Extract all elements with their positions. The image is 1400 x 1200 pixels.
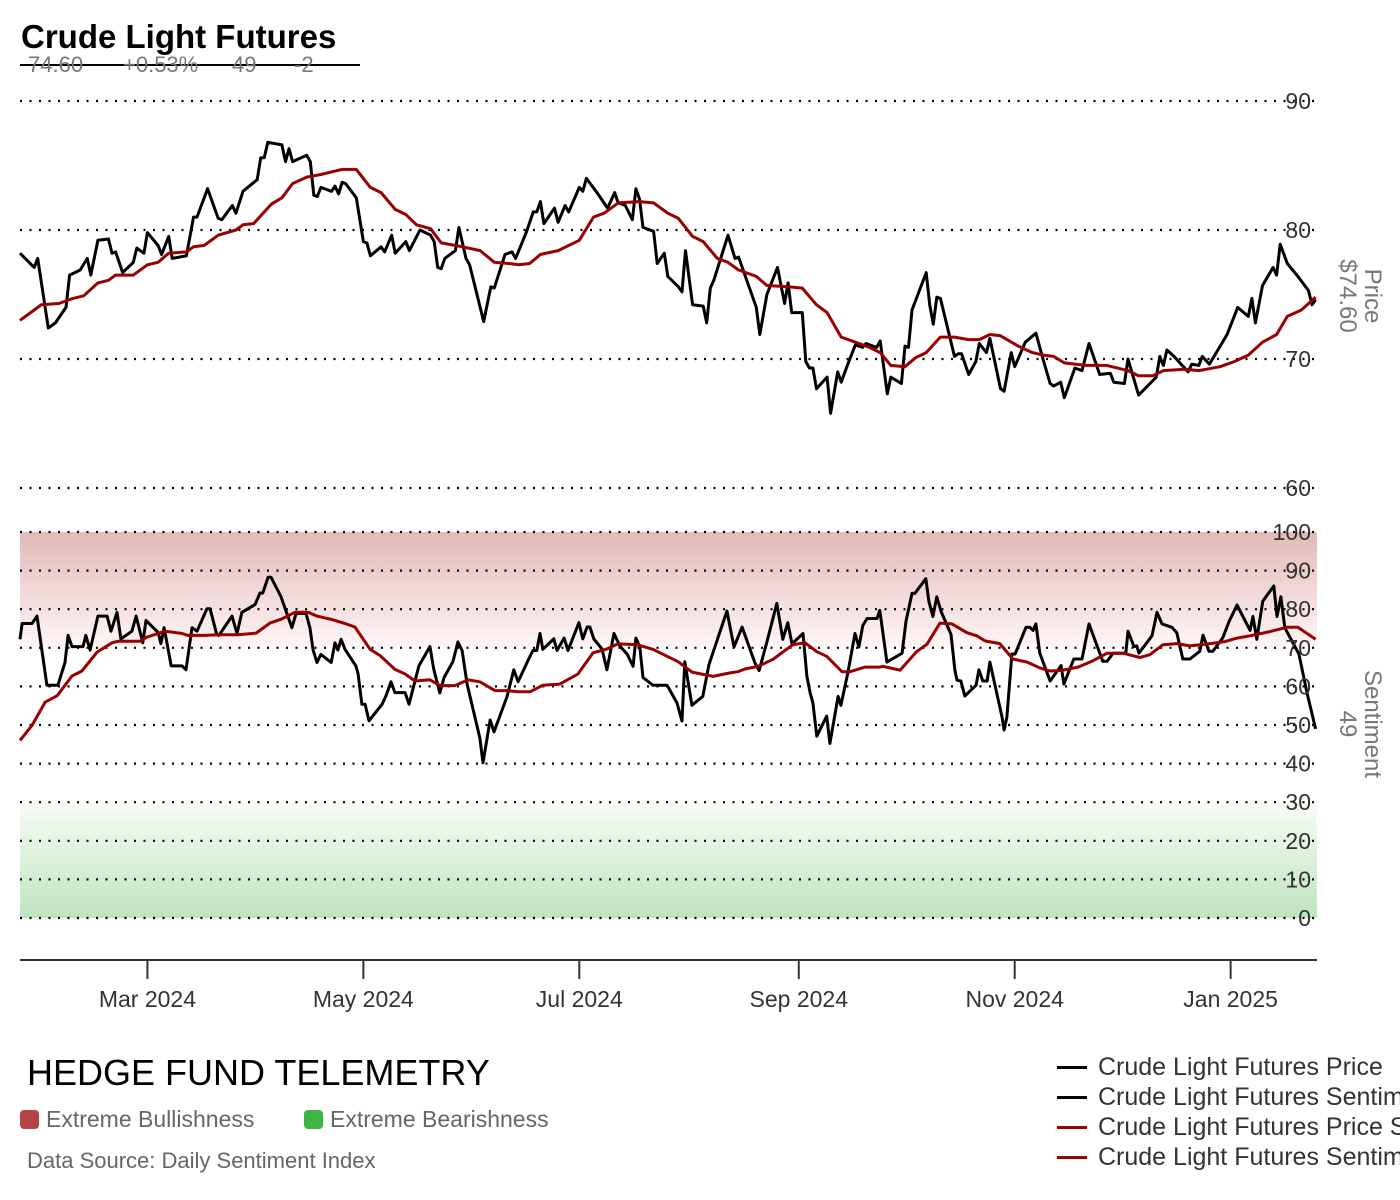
x-tick-label: Jul 2024	[536, 986, 623, 1012]
x-tick-label: Sep 2024	[750, 986, 849, 1012]
y-tick-label: 80	[1285, 596, 1311, 622]
y-tick-label: 60	[1285, 673, 1311, 699]
y-tick-label: 60	[1285, 475, 1311, 501]
y-tick-label: 80	[1285, 217, 1311, 243]
price-side-label-title: Price	[1359, 269, 1386, 324]
sentiment-sma-line	[18, 610, 1317, 742]
sentiment-line	[18, 575, 1318, 765]
chart-title: Crude Light Futures	[21, 18, 337, 55]
bull-swatch	[20, 1110, 39, 1129]
legend-label: Crude Light Futures Sentim	[1098, 1083, 1400, 1111]
title-underline	[20, 64, 360, 66]
price-side-label-value: $74.60	[1334, 259, 1361, 332]
y-tick-label: 30	[1285, 789, 1311, 815]
sentiment-value: 49	[232, 52, 257, 77]
price-line	[18, 140, 1317, 415]
legend-label: Crude Light Futures Price S	[1098, 1113, 1400, 1141]
legend-item-sentiment[interactable]: Crude Light Futures Sentim	[1057, 1083, 1400, 1112]
y-tick-label: 10	[1285, 866, 1311, 892]
bull-zone-key: Extreme Bullishness	[20, 1106, 254, 1133]
legend-item-price[interactable]: Crude Light Futures Price	[1057, 1053, 1383, 1082]
legend-line-icon	[1057, 1096, 1087, 1099]
sentiment-change: -2	[294, 52, 314, 77]
y-tick-label: 90	[1285, 558, 1311, 584]
y-tick-label: 70	[1285, 346, 1311, 372]
last-price: 74.60	[28, 52, 84, 77]
bear-swatch	[304, 1110, 323, 1129]
legend-line-icon	[1057, 1126, 1087, 1129]
legend-item-price-sma[interactable]: Crude Light Futures Price S	[1057, 1113, 1400, 1142]
y-tick-label: 40	[1285, 751, 1311, 777]
bear-zone-key: Extreme Bearishness	[304, 1106, 549, 1133]
legend-line-icon	[1057, 1066, 1087, 1069]
y-tick-label: 70	[1285, 635, 1311, 661]
price-side-label: Price$74.60	[1334, 259, 1386, 332]
x-tick-label: Jan 2025	[1183, 986, 1278, 1012]
legend-label: Crude Light Futures Sentim	[1098, 1143, 1400, 1171]
y-tick-label: 100	[1273, 519, 1311, 545]
bear-zone-label: Extreme Bearishness	[330, 1106, 549, 1132]
bear-zone-band	[20, 802, 1317, 918]
price-sma-line	[19, 167, 1317, 378]
legend-label: Crude Light Futures Price	[1098, 1053, 1383, 1081]
sentiment-side-label-title: Sentiment	[1359, 670, 1386, 778]
x-tick-label: Mar 2024	[99, 986, 196, 1012]
x-tick-label: Nov 2024	[965, 986, 1064, 1012]
y-tick-label: 50	[1285, 712, 1311, 738]
legend-line-icon	[1057, 1156, 1087, 1159]
y-tick-label: 90	[1285, 88, 1311, 114]
y-tick-label: 20	[1285, 828, 1311, 854]
x-tick-label: May 2024	[313, 986, 414, 1012]
legend-item-sentiment-sma[interactable]: Crude Light Futures Sentim	[1057, 1143, 1400, 1172]
bull-zone-label: Extreme Bullishness	[46, 1106, 255, 1132]
y-tick-label: 0	[1298, 905, 1311, 931]
brand-logo-text: HEDGE FUND TELEMETRY	[27, 1052, 490, 1093]
sentiment-side-label-value: 49	[1334, 711, 1361, 738]
price-change-percent: +0.53%	[123, 52, 199, 77]
data-source: Data Source: Daily Sentiment Index	[27, 1148, 376, 1173]
